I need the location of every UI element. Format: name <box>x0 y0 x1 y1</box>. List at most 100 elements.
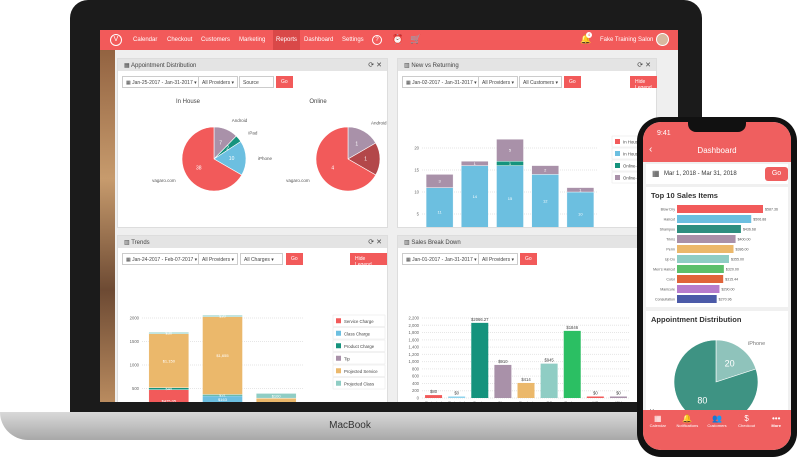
bell-icon[interactable]: 🔔 <box>580 34 592 44</box>
bar-value-label: 15 <box>508 196 513 201</box>
bar-category-label: Shampoo <box>660 228 675 232</box>
bar-category-label: Trims <box>666 238 675 242</box>
close-icon[interactable]: ✕ <box>645 62 651 69</box>
legend-swatch <box>336 330 341 336</box>
nav-calendar[interactable]: Calendar <box>133 37 158 43</box>
slice-value: 80 <box>697 396 707 406</box>
refresh-icon[interactable]: ⟳ <box>368 62 375 69</box>
bar-category-label: Blow Dry <box>661 208 676 212</box>
nav-marketing[interactable]: Marketing <box>239 37 266 43</box>
hide-legend-button[interactable]: Hide Legend <box>350 253 387 268</box>
providers-select[interactable]: All Providers ▾ <box>198 76 238 88</box>
y-tick-label: 500 <box>132 386 140 391</box>
bar-segment <box>202 316 243 395</box>
go-button[interactable]: Go <box>286 253 303 265</box>
bar <box>677 285 720 293</box>
tab-customers[interactable]: 👥 Customers <box>702 410 732 450</box>
legend-label: Service Charge <box>344 319 374 324</box>
panel-title: Appointment Distribution <box>131 63 197 69</box>
avatar[interactable] <box>656 33 669 46</box>
bar-category-label: Manicure <box>660 288 675 292</box>
go-button[interactable]: Go <box>564 76 581 88</box>
slice-label: iPhone <box>258 156 273 161</box>
bar-value-label: $290.00 <box>721 288 734 292</box>
bar-value-label: $80 <box>430 389 438 394</box>
legend-label: Product Charge <box>344 344 375 349</box>
date-range-picker[interactable]: ▦ Jan-01-2017 - Jan-31-2017 ▾ <box>402 253 481 265</box>
x-tick-label: GC <box>546 400 552 402</box>
calendar-icon: ▦ <box>652 169 660 178</box>
go-button[interactable]: Go <box>276 76 293 88</box>
y-tick-label: 20 <box>414 146 419 151</box>
nav-reports[interactable]: Reports <box>276 37 298 43</box>
phone-date[interactable]: Mar 1, 2018 - Mar 31, 2018 <box>664 171 737 177</box>
legend-swatch <box>615 175 620 180</box>
notification-badge: 4 <box>586 32 592 38</box>
bar-value-label: 11 <box>438 209 443 214</box>
providers-select[interactable]: All Providers ▾ <box>478 253 518 265</box>
source-input[interactable]: Source <box>239 76 274 88</box>
calendar-icon: ▦ <box>654 414 662 423</box>
bar-category-label: Up Do <box>665 258 675 262</box>
y-tick-label: 600 <box>412 374 420 379</box>
x-tick-label: Class <box>498 400 508 402</box>
help-icon[interactable]: ? <box>372 35 382 45</box>
bar-value-label: $270.96 <box>719 298 732 302</box>
tab-calendar[interactable]: ▦ Calendar <box>643 410 673 450</box>
close-icon[interactable]: ✕ <box>376 239 382 246</box>
customers-select[interactable]: All Customers ▾ <box>519 76 563 88</box>
bar <box>677 235 736 243</box>
go-button[interactable]: Go <box>520 253 537 265</box>
tab-bell[interactable]: 🔔 Notifications <box>673 410 703 450</box>
bar-segment <box>148 333 190 388</box>
refresh-icon[interactable]: ⟳ <box>637 62 644 69</box>
legend-swatch <box>336 380 341 386</box>
providers-select[interactable]: All Providers ▾ <box>198 253 238 265</box>
logo-icon[interactable]: V <box>110 34 122 46</box>
bar <box>563 330 581 398</box>
legend-item <box>332 364 386 377</box>
business-name[interactable]: Fake Training Salon <box>600 37 654 43</box>
alarm-clock-icon[interactable]: ⏰ <box>392 34 404 44</box>
y-tick-label: 5 <box>417 212 420 217</box>
bar-segment <box>425 187 454 227</box>
slice-label: iPhone <box>748 341 765 347</box>
bar-segment <box>531 165 559 175</box>
appointment-pies: In House Online 7 Android 2 iPad 10 iPhone 38 vag… <box>152 99 387 192</box>
nav-checkout[interactable]: Checkout <box>167 37 193 43</box>
sales-breakdown-panel: ▥ Sales Break Down ▦ Jan-01-2017 - Jan-3… <box>397 235 657 402</box>
bar-value-label: $910 <box>498 359 508 364</box>
pie-title: Online <box>309 99 327 105</box>
back-icon[interactable]: ‹ <box>649 144 653 155</box>
cart-icon[interactable]: 🛒 <box>410 34 422 44</box>
tab-dollar[interactable]: $ Checkout <box>732 410 762 450</box>
y-tick-label: 1,000 <box>409 359 420 364</box>
slice-value: 2 <box>226 145 229 151</box>
new-vs-returning-chart: 0510152011301/02/17214101/09/171151501/1… <box>414 135 658 227</box>
bar-value-label: $0 <box>454 391 459 396</box>
bar-segment <box>202 315 243 317</box>
slice-label: vagaro.com <box>152 178 176 183</box>
y-tick-label: 1,800 <box>409 330 420 335</box>
y-tick-label: 800 <box>412 366 420 371</box>
charges-select[interactable]: All Charges ▾ <box>240 253 283 265</box>
bar-segment <box>496 165 524 227</box>
hide-legend-button[interactable]: Hide Legend <box>630 76 657 91</box>
bar-segment <box>255 393 297 399</box>
bar-value-label: $2066.27 <box>471 317 489 322</box>
date-range-picker[interactable]: ▦ Jan-25-2017 - Jan-31-2017 ▾ <box>122 76 201 88</box>
refresh-icon[interactable]: ⟳ <box>368 239 375 246</box>
legend-swatch <box>615 163 620 168</box>
bar <box>540 363 558 398</box>
date-range-picker[interactable]: ▦ Jan-24-2017 - Feb-07-2017 ▾ <box>122 253 202 265</box>
nav-dashboard[interactable]: Dashboard <box>304 37 334 43</box>
phone-appt-card: Appointment Distribution 2080iPhoneVagar… <box>646 311 788 421</box>
providers-select[interactable]: All Providers ▾ <box>478 76 518 88</box>
tab-more[interactable]: ••• More <box>761 410 791 450</box>
nav-customers[interactable]: Customers <box>201 37 231 43</box>
nav-settings[interactable]: Settings <box>342 37 364 43</box>
date-range-picker[interactable]: ▦ Jan-02-2017 - Jan-31-2017 ▾ <box>402 76 481 88</box>
phone-go-button[interactable]: Go <box>765 167 788 181</box>
bar-value-label: 2 <box>544 168 547 173</box>
close-icon[interactable]: ✕ <box>376 62 382 69</box>
